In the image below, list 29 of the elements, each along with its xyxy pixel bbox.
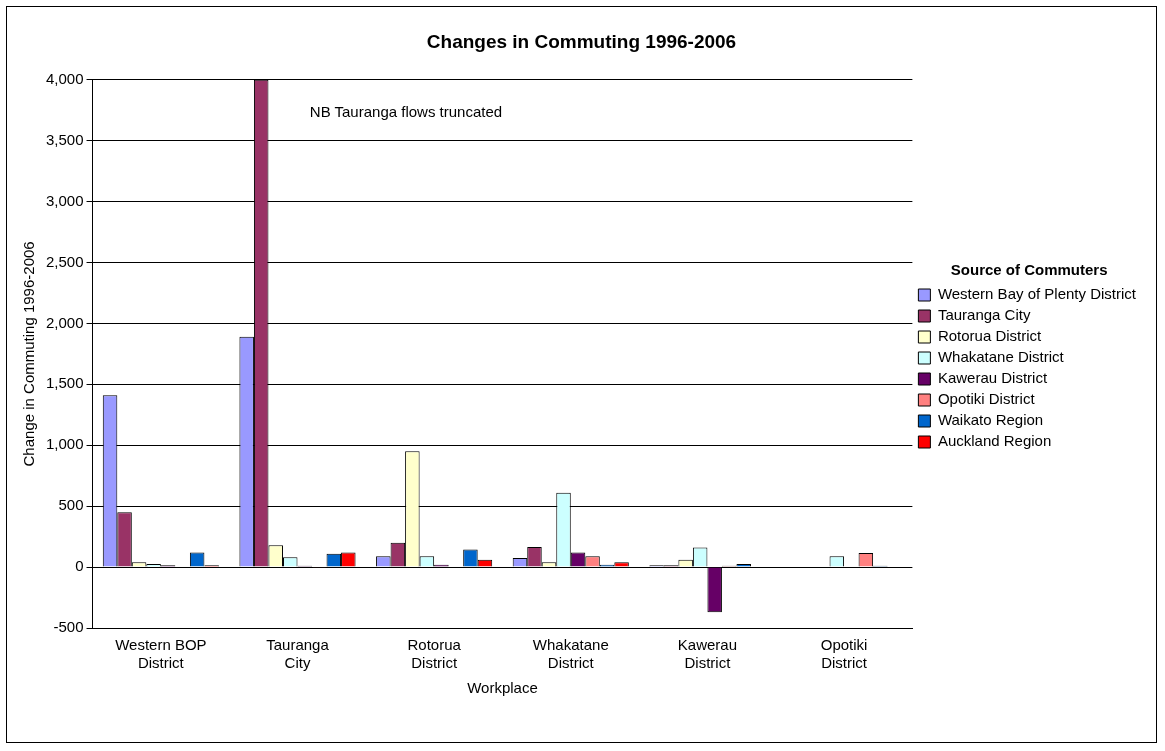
legend-label: Whakatane District <box>937 348 1065 366</box>
legend-label: Opotiki District <box>937 390 1036 408</box>
legend-label: Auckland Region <box>937 432 1052 450</box>
x-axis-title: Workplace <box>467 679 538 697</box>
y-tick-label: 2,000 <box>45 313 84 331</box>
y-tick-label: 3,500 <box>45 130 84 148</box>
x-tick-label: Rotorua District <box>407 636 462 672</box>
legend-title: Source of Commuters <box>950 261 1108 279</box>
y-tick-label: -500 <box>53 618 84 636</box>
y-tick-label: 1,500 <box>45 374 84 392</box>
x-tick-label: Tauranga City <box>266 636 330 672</box>
y-axis-title: Change in Commuting 1996-2006 <box>20 241 38 467</box>
y-tick-label: 3,000 <box>45 191 84 209</box>
x-tick-label: Western BOP District <box>115 636 207 672</box>
x-tick-label: Whakatane District <box>532 636 609 672</box>
legend-label: Rotorua District <box>937 327 1043 345</box>
x-tick-label: Kawerau District <box>677 636 738 672</box>
y-tick-label: 0 <box>75 557 84 575</box>
y-tick-label: 1,000 <box>45 435 84 453</box>
y-tick-label: 500 <box>58 496 84 514</box>
legend-label: Tauranga City <box>937 306 1031 324</box>
chart-title: Changes in Commuting 1996-2006 <box>426 30 737 52</box>
x-tick-label: Opotiki District <box>820 636 868 672</box>
annotation: NB Tauranga flows truncated <box>309 103 503 121</box>
legend-label: Kawerau District <box>937 369 1048 387</box>
y-tick-label: 2,500 <box>45 252 84 270</box>
y-tick-label: 4,000 <box>45 69 84 87</box>
legend-label: Waikato Region <box>937 411 1044 429</box>
legend-label: Western Bay of Plenty District <box>937 285 1137 303</box>
